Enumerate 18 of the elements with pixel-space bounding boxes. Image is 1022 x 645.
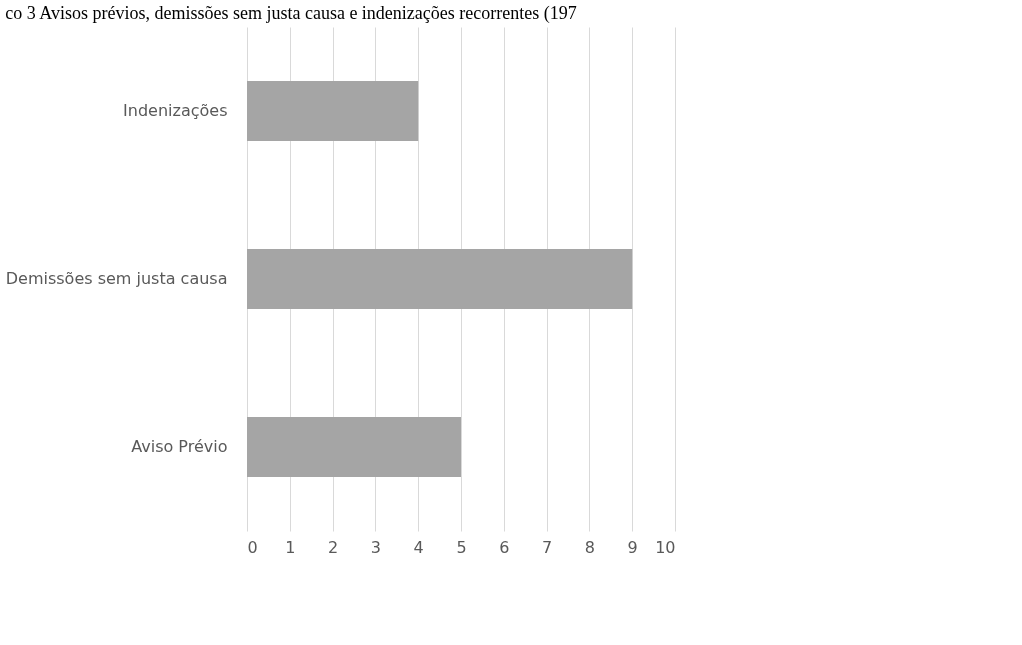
x-tick-label: 8: [584, 537, 595, 557]
y-tick-label: Demissões sem justa causa: [5, 269, 228, 288]
x-tick-label: 7: [542, 537, 553, 557]
x-tick-label: 10: [655, 537, 676, 557]
x-tick-label: 0: [247, 537, 258, 557]
x-tick-label: 6: [499, 537, 510, 557]
x-tick-label: 5: [456, 537, 467, 557]
y-tick-label: Aviso Prévio: [131, 437, 228, 456]
x-tick-label: 4: [413, 537, 424, 557]
bar: [247, 417, 461, 477]
x-tick-label: 1: [285, 537, 296, 557]
x-tick-label: 3: [370, 537, 381, 557]
x-tick-label: 9: [627, 537, 638, 557]
y-tick-label: Indenizações: [123, 101, 228, 120]
chart-title: co 3 Avisos prévios, demissões sem justa causa e indenizações recorrentes (197: [5, 3, 577, 24]
bar: [247, 81, 419, 141]
bar: [247, 249, 633, 309]
x-tick-label: 2: [328, 537, 339, 557]
